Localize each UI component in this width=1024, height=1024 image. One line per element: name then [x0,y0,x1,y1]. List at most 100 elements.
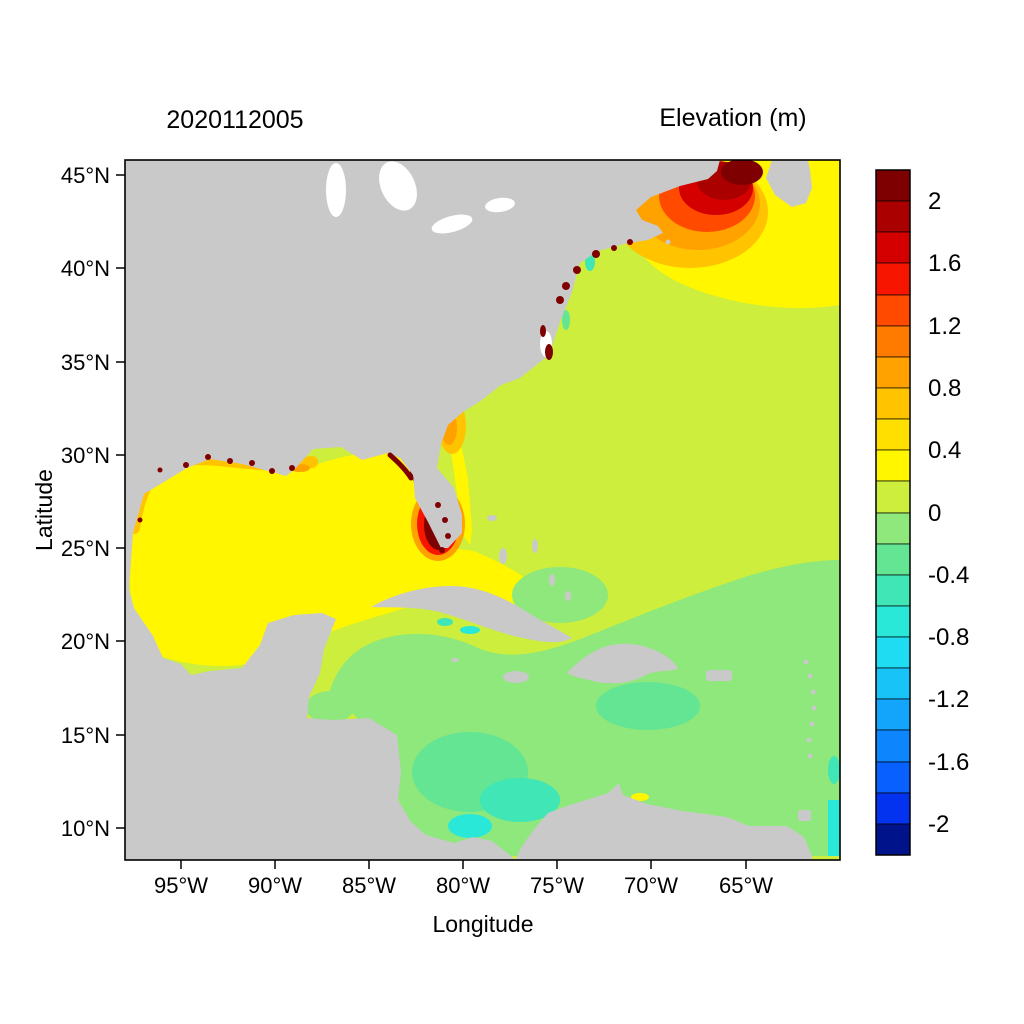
venezuela-coast-yellow [631,793,649,801]
colorbar-tick-0: 2 [928,188,941,215]
colorbar-segment [875,574,911,607]
colorbar-segment [875,729,911,763]
island-antilles-5 [809,721,815,727]
cuba-south-cyan [460,626,480,634]
colorbar-tick-5: 0 [928,500,941,527]
lake-ontario [485,197,515,213]
colorbar-segment [875,543,911,576]
colorbar-tick-1: 1.6 [928,250,961,277]
colorbar-segment [875,262,911,296]
islands [371,239,817,821]
flood-speck [205,454,211,460]
y-tick-label-3: 30°N [61,443,110,468]
land-nova-scotia [766,160,812,207]
x-tick-label-6: 65°W [719,873,773,898]
cuba-south-teal [437,618,453,626]
x-tick-label-2: 85°W [342,873,396,898]
colorbar-tick-6: -0.4 [928,562,969,589]
surge-core-maroon [721,160,763,185]
flood-speck [611,245,617,251]
chesapeake-offshore-low [562,310,570,330]
coastal-flood-specks [137,239,633,553]
colorbar-segment [875,698,911,731]
colorbar-segment [875,418,911,451]
colorbar-segment [875,480,911,514]
flood-speck [439,547,445,553]
island-puerto-rico [706,670,732,681]
big-bend-flood-arc [387,452,414,481]
colorbar-segment [875,512,911,545]
y-tick-label-2: 35°N [61,350,110,375]
colorbar-tick-10: -2 [928,811,949,838]
date-title: 2020112005 [166,106,303,134]
island-antilles-1 [803,659,809,665]
island-antilles-3 [810,689,816,695]
colorbar-segment [875,200,911,233]
flood-speck [445,533,451,539]
colorbar-segment [875,169,911,202]
island-cuba [371,586,572,643]
right-edge-cyan-strip [828,800,840,856]
colorbar-segment [875,294,911,327]
map-plot-area [125,160,840,860]
colorbar-tick-2: 1.2 [928,313,961,340]
colorbar-segment [875,387,911,420]
island-grand-bahama [487,515,497,521]
flood-speck [183,462,189,468]
lake-erie [431,214,473,234]
colorbar-segment [875,823,911,856]
y-tick-label-5: 20°N [61,629,110,654]
plot-border [124,159,841,861]
gulf-of-mexico-high [127,452,538,667]
flood-speck [435,502,441,508]
flood-speck [573,266,581,274]
island-antilles-2 [807,673,813,679]
flood-speck [289,465,295,471]
bahamas-east-low [512,567,608,623]
colorbar-tick-8: -1.2 [928,686,969,713]
y-axis: 45°N 40°N 35°N 30°N 25°N 20°N 15°N 10°N … [31,163,125,841]
colorbar-segment [875,667,911,700]
colorbar-tick-7: -0.8 [928,624,969,651]
flood-speck [562,282,570,290]
colorbar-segment [875,325,911,358]
x-tick-label-4: 75°W [530,873,584,898]
x-tick-label-1: 90°W [248,873,302,898]
flood-speck [137,517,143,523]
colorbar-segment [875,449,911,482]
y-axis-title: Latitude [31,469,57,551]
y-tick-label-7: 10°N [61,816,110,841]
x-tick-label-0: 95°W [154,873,208,898]
island-crooked [565,591,571,601]
flood-speck [556,296,564,304]
flood-speck [627,239,633,245]
colorbar-tick-9: -1.6 [928,749,969,776]
flood-speck [545,344,553,360]
colorbar-segment [875,356,911,389]
flood-speck [442,517,448,523]
gulf-of-honduras-low [306,691,354,723]
island-antilles-7 [807,753,813,759]
central-caribbean-low [596,682,700,730]
florida-east-coast-band [450,440,472,545]
colorbar-segment [875,605,911,638]
flood-speck [540,325,546,337]
colorbar-border [875,169,911,856]
lake-michigan [326,163,346,217]
y-tick-label-1: 40°N [61,256,110,281]
island-nantucket [665,239,671,245]
x-tick-label-3: 80°W [436,873,490,898]
colorbar-segment [875,792,911,825]
island-long-island-bahamas [549,574,555,586]
island-trinidad [798,810,811,821]
y-tick-label-0: 45°N [61,163,110,188]
colorbar-segment [875,231,911,264]
x-axis: 95°W 90°W 85°W 80°W 75°W 70°W 65°W Longi… [154,860,773,937]
colombia-basin-low [480,778,560,822]
panama-coast-low [448,814,492,838]
flood-speck [592,250,600,258]
y-tick-label-6: 15°N [61,723,110,748]
flood-speck [269,468,275,474]
